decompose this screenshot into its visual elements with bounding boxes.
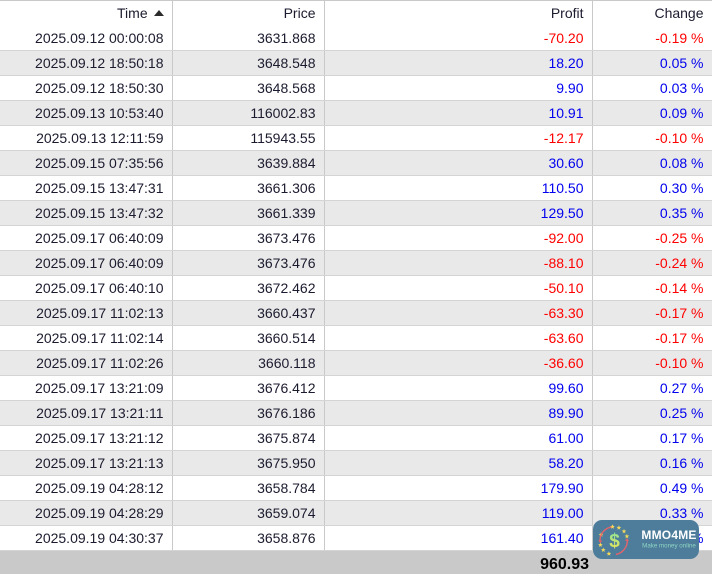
svg-text:$: $	[609, 531, 620, 552]
svg-text:MMO4ME: MMO4ME	[641, 528, 696, 542]
svg-text:Make money online: Make money online	[642, 543, 696, 550]
